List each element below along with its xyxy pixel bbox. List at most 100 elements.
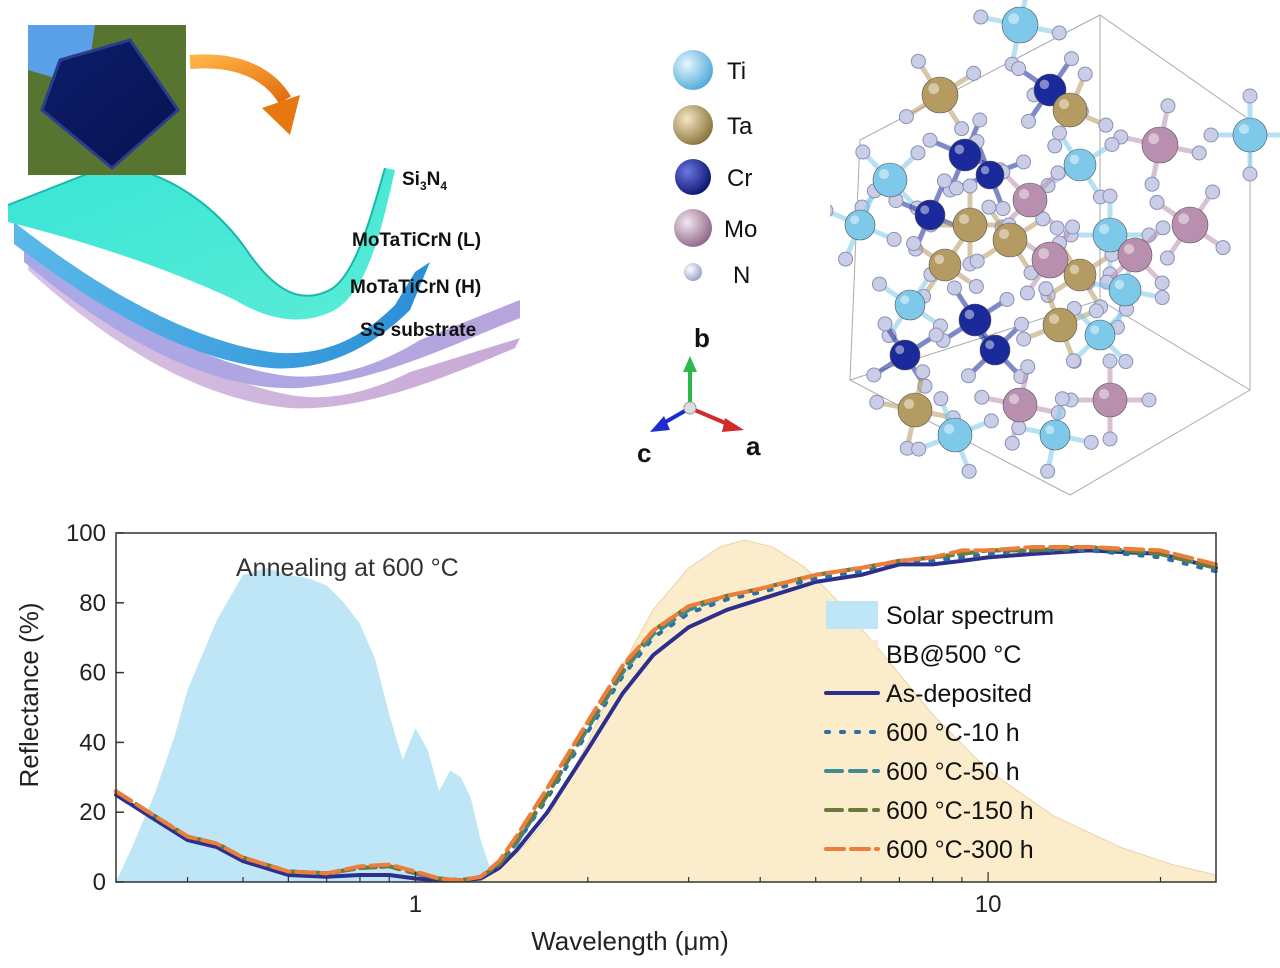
atom-ta xyxy=(1042,307,1078,343)
atom-mo xyxy=(1031,241,1069,279)
element-ti: Ti xyxy=(673,50,746,90)
atom-ta xyxy=(1063,258,1097,292)
element-legend: Ti Ta Cr Mo N b a c xyxy=(600,0,840,480)
plot-fills xyxy=(116,539,1217,883)
atom-mo xyxy=(1012,182,1048,218)
atom-ti xyxy=(1001,6,1039,44)
legend-label: Solar spectrum xyxy=(886,602,1054,630)
x-tick-label: 10 xyxy=(975,891,1002,918)
sample-photo xyxy=(28,25,186,175)
atom-ti xyxy=(1108,273,1142,307)
atom-ti xyxy=(1084,319,1116,351)
svg-text:Cr: Cr xyxy=(727,165,752,192)
fill-solar xyxy=(116,567,500,882)
series-line-0 xyxy=(114,548,1218,883)
x-axis-title: Wavelength (μm) xyxy=(531,926,729,956)
y-tick-label: 80 xyxy=(79,590,106,617)
layer-low xyxy=(14,222,430,369)
svg-text:N: N xyxy=(733,262,750,289)
b-arrow-icon xyxy=(683,356,697,372)
legend-label: 600 °C-10 h xyxy=(886,719,1020,747)
atom-mo xyxy=(1117,237,1153,273)
axis-c-label: c xyxy=(637,438,651,468)
cr-atom-icon xyxy=(675,159,711,195)
atom-ta xyxy=(1052,92,1088,128)
legend-item-3: 600 °C-10 h xyxy=(824,719,1020,747)
atom-ti xyxy=(1232,117,1268,153)
atom-mo xyxy=(1141,126,1179,164)
y-axis-title: Reflectance (%) xyxy=(14,603,44,788)
legend-item-2: As-deposited xyxy=(824,680,1032,708)
layer-si3n4 xyxy=(7,163,395,320)
n-atom-icon xyxy=(684,263,702,281)
atom-ta xyxy=(928,248,962,282)
crystal-structure xyxy=(818,0,1280,500)
reflectance-chart: 0 20 40 60 80 100 1 10 Annealing at 600 °C Sola… xyxy=(0,500,1280,963)
atom-cr xyxy=(958,303,992,337)
y-tick-label: 60 xyxy=(79,660,106,687)
legend-label: 600 °C-300 h xyxy=(886,836,1034,864)
plot-axes: 0 20 40 60 80 100 1 10 xyxy=(66,520,1217,918)
unit-cell-outline xyxy=(849,14,1251,496)
atom-cr xyxy=(889,339,921,371)
label-substrate: SS substrate xyxy=(360,320,476,341)
element-mo: Mo xyxy=(674,209,757,247)
atom-ti xyxy=(1092,217,1128,253)
atom-cr xyxy=(979,334,1011,366)
element-cr: Cr xyxy=(675,159,752,195)
coating-schematic: Si3N4 MoTaTiCrN (L) MoTaTiCrN (H) SS sub… xyxy=(0,0,560,470)
atom-ti xyxy=(872,162,908,198)
legend-label: BB@500 °C xyxy=(886,641,1021,669)
atom-mo xyxy=(1092,382,1128,418)
atom-ti xyxy=(1063,148,1097,182)
atom-ta xyxy=(921,76,959,114)
label-low: MoTaTiCrN (L) xyxy=(352,230,481,251)
y-tick-label: 100 xyxy=(66,520,106,547)
atom-ti xyxy=(894,289,926,321)
svg-text:Mo: Mo xyxy=(724,216,757,243)
x-tick-label: 1 xyxy=(409,891,422,918)
atom-ta xyxy=(897,392,933,428)
label-high: MoTaTiCrN (H) xyxy=(350,277,481,298)
fill-blackbody xyxy=(480,539,1217,883)
legend-item-4: 600 °C-50 h xyxy=(824,758,1020,786)
element-n: N xyxy=(684,262,750,289)
y-tick-label: 20 xyxy=(79,799,106,826)
axis-a-label: a xyxy=(746,431,761,461)
label-si3n4: Si3N4 xyxy=(402,169,447,193)
legend-label: As-deposited xyxy=(886,680,1032,708)
atom-ta xyxy=(952,207,988,243)
y-tick-label: 0 xyxy=(93,869,106,896)
legend-item-1: BB@500 °C xyxy=(826,640,1021,669)
atom-ti xyxy=(1039,419,1071,451)
legend-item-0: Solar spectrum xyxy=(826,601,1054,630)
atoms xyxy=(818,0,1280,479)
legend-item-6: 600 °C-300 h xyxy=(824,836,1034,864)
plot-lines xyxy=(114,545,1218,883)
series-line-4 xyxy=(114,545,1218,883)
y-tick-label: 40 xyxy=(79,729,106,756)
atom-cr xyxy=(948,138,982,172)
atom-ta xyxy=(992,222,1028,258)
curved-arrow-icon xyxy=(189,54,300,135)
chart-legend: Solar spectrum BB@500 °C As-deposited 600 °… xyxy=(824,601,1054,864)
legend-label: 600 °C-50 h xyxy=(886,758,1020,786)
svg-text:Ti: Ti xyxy=(727,58,746,85)
a-arrow-icon xyxy=(722,418,744,432)
axis-b-label: b xyxy=(694,323,710,353)
legend-label: 600 °C-150 h xyxy=(886,797,1034,825)
atom-ti xyxy=(844,209,876,241)
ta-atom-icon xyxy=(673,105,713,145)
crystal-axes: b a c xyxy=(637,323,761,468)
element-ta: Ta xyxy=(673,105,753,145)
chart-annotation: Annealing at 600 °C xyxy=(236,554,459,582)
atom-ti xyxy=(937,417,973,453)
atom-mo xyxy=(1002,387,1038,423)
plot-frame xyxy=(115,532,1217,883)
svg-text:Ta: Ta xyxy=(727,113,753,140)
mo-atom-icon xyxy=(674,209,712,247)
atom-cr xyxy=(975,160,1005,190)
atom-mo xyxy=(1171,206,1209,244)
atom-cr xyxy=(914,199,946,231)
legend-item-5: 600 °C-150 h xyxy=(824,797,1034,825)
